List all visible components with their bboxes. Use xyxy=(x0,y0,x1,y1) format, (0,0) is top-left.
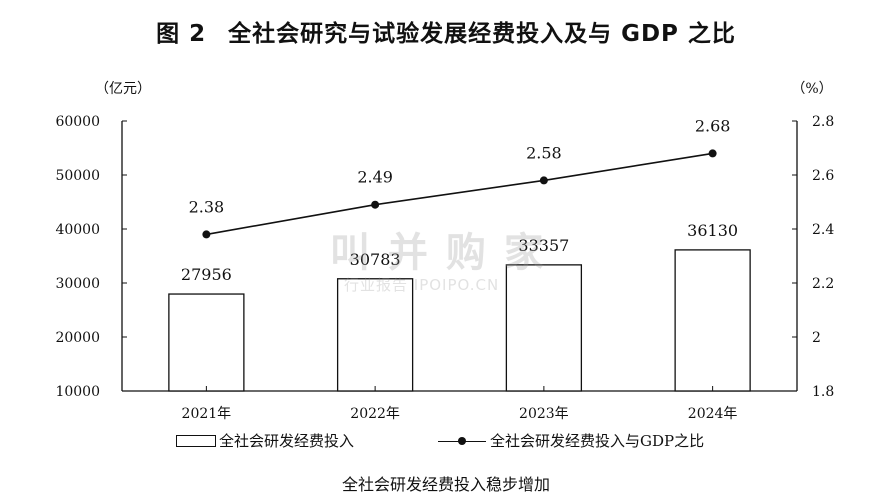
y-left-tick-label: 10000 xyxy=(55,384,100,400)
bar-value-label: 30783 xyxy=(350,250,401,269)
y-left-tick-label: 50000 xyxy=(55,168,100,184)
ratio-point xyxy=(539,176,548,185)
legend-line-swatch xyxy=(438,435,486,447)
legend-bar-label: 全社会研发经费投入 xyxy=(219,432,355,450)
bar xyxy=(336,278,414,392)
legend-item-bar: 全社会研发经费投入 xyxy=(176,430,354,451)
x-tick-label: 2023年 xyxy=(519,406,569,422)
ratio-point xyxy=(202,230,211,239)
ratio-point xyxy=(708,149,717,158)
y-left-tick-label: 30000 xyxy=(55,276,100,292)
figure-title: 全社会研究与试验发展经费投入及与 GDP 之比 xyxy=(228,21,736,47)
bar-value-label: 27956 xyxy=(181,265,232,284)
y-right-tick-label: 2.6 xyxy=(812,168,834,184)
y-right-tick-label: 2.8 xyxy=(812,114,834,130)
legend-item-line: 全社会研发经费投入与GDP之比 xyxy=(438,430,704,451)
bar xyxy=(168,293,245,392)
x-tick-label: 2021年 xyxy=(182,406,232,422)
ratio-point xyxy=(371,200,380,209)
x-tick-label: 2024年 xyxy=(688,406,738,422)
y-left-tick-label: 60000 xyxy=(55,114,100,130)
ratio-value-label: 2.58 xyxy=(526,143,562,162)
y-axis-left-unit: （亿元） xyxy=(95,81,151,97)
y-axis-right-unit: （%） xyxy=(791,81,832,97)
legend-line-label: 全社会研发经费投入与GDP之比 xyxy=(490,432,705,450)
y-right-tick-label: 2.4 xyxy=(812,222,834,238)
y-right-tick-label: 2.2 xyxy=(812,276,834,292)
y-left-tick-label: 40000 xyxy=(55,222,100,238)
y-right-tick-label: 1.8 xyxy=(812,384,834,400)
bar xyxy=(505,264,583,392)
chart-title: 图 2 全社会研究与试验发展经费投入及与 GDP 之比 xyxy=(0,14,892,48)
figure-caption: 全社会研发经费投入稳步增加 xyxy=(341,475,550,494)
ratio-value-label: 2.49 xyxy=(357,168,393,187)
ratio-value-label: 2.68 xyxy=(695,116,731,135)
bar-value-label: 33357 xyxy=(518,236,569,255)
bar xyxy=(674,249,751,392)
ratio-value-label: 2.38 xyxy=(189,197,225,216)
y-left-tick-label: 20000 xyxy=(55,330,100,346)
x-tick-label: 2022年 xyxy=(350,406,400,422)
legend-bar-swatch xyxy=(176,434,216,447)
legend: 全社会研发经费投入 全社会研发经费投入与GDP之比 xyxy=(0,430,892,456)
y-right-tick-label: 2 xyxy=(812,330,821,346)
bar-value-label: 36130 xyxy=(687,221,738,240)
ratio-line xyxy=(206,152,713,236)
figure-number: 图 2 xyxy=(156,21,207,47)
